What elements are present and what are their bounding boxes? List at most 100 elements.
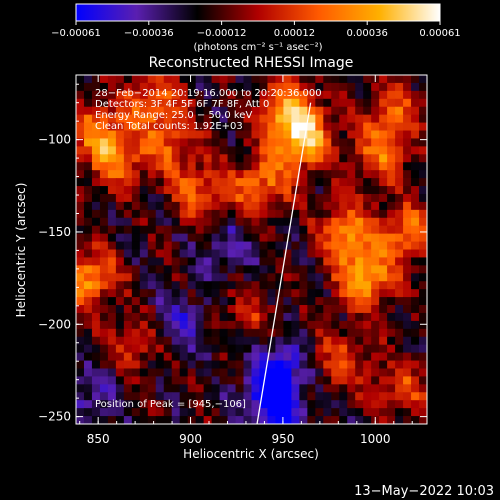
- heatmap-cell: [211, 392, 221, 401]
- heatmap-cell: [251, 146, 261, 155]
- heatmap-cell: [355, 106, 364, 116]
- heatmap-cell: [299, 162, 308, 171]
- heatmap-cell: [155, 217, 165, 227]
- heatmap-cell: [91, 90, 101, 100]
- heatmap-cell: [123, 178, 133, 187]
- heatmap-cell: [259, 281, 269, 290]
- heatmap-cell: [387, 209, 396, 219]
- heatmap-cell: [331, 98, 340, 108]
- heatmap-cell: [107, 209, 117, 219]
- heatmap-cell: [299, 82, 308, 92]
- heatmap-cell: [139, 154, 149, 163]
- heatmap-cell: [331, 82, 340, 92]
- heatmap-cell: [107, 320, 117, 330]
- heatmap-cell: [123, 305, 133, 314]
- heatmap-cell: [403, 320, 412, 330]
- heatmap-cell: [195, 241, 205, 251]
- heatmap-cell: [147, 416, 157, 424]
- heatmap-cell: [195, 201, 205, 211]
- heatmap-cell: [123, 201, 133, 211]
- heatmap-cell: [139, 114, 149, 124]
- heatmap-cell: [315, 360, 324, 370]
- heatmap-cell: [243, 106, 253, 116]
- heatmap-cell: [115, 82, 125, 92]
- heatmap-cell: [243, 408, 253, 417]
- heatmap-cell: [91, 114, 101, 124]
- heatmap-cell: [187, 352, 197, 362]
- heatmap-cell: [227, 400, 237, 409]
- heatmap-cell: [171, 154, 181, 163]
- heatmap-cell: [131, 328, 141, 338]
- heatmap-cell: [299, 376, 308, 385]
- heatmap-cell: [235, 82, 245, 92]
- heatmap-cell: [211, 273, 221, 282]
- heatmap-cell: [387, 249, 396, 259]
- heatmap-cell: [171, 384, 181, 393]
- heatmap-cell: [259, 170, 269, 179]
- heatmap-cell: [251, 82, 261, 92]
- heatmap-cell: [387, 170, 396, 179]
- heatmap-cell: [115, 305, 125, 314]
- heatmap-cell: [131, 178, 141, 187]
- heatmap-cell: [259, 130, 269, 140]
- heatmap-cell: [411, 328, 420, 338]
- heatmap-cell: [91, 392, 101, 401]
- heatmap-cell: [267, 289, 277, 298]
- heatmap-cell: [243, 186, 253, 195]
- heatmap-cell: [131, 130, 141, 140]
- heatmap-cell: [403, 416, 412, 424]
- heatmap-cell: [387, 146, 396, 155]
- heatmap-cell: [147, 344, 157, 354]
- heatmap-cell: [147, 233, 157, 243]
- heatmap-cell: [387, 130, 396, 140]
- heatmap-cell: [219, 360, 229, 370]
- heatmap-cell: [195, 328, 205, 338]
- heatmap-cell: [363, 178, 372, 187]
- heatmap-cell: [315, 82, 324, 92]
- heatmap-cell: [323, 312, 332, 322]
- heatmap-cell: [227, 249, 237, 259]
- heatmap-cell: [195, 209, 205, 219]
- heatmap-cell: [283, 305, 292, 314]
- heatmap-cell: [211, 106, 221, 116]
- heatmap-cell: [211, 281, 221, 290]
- heatmap-cell: [251, 186, 261, 195]
- heatmap-cell: [115, 106, 125, 116]
- heatmap-cell: [219, 249, 229, 259]
- heatmap-cell: [315, 384, 324, 393]
- heatmap-cell: [243, 289, 253, 298]
- heatmap-cell: [179, 360, 189, 370]
- heatmap-cell: [99, 75, 109, 84]
- heatmap-cell: [139, 249, 149, 259]
- heatmap-cell: [187, 344, 197, 354]
- heatmap-cell: [355, 201, 364, 211]
- colorbar-gradient: [75, 3, 441, 22]
- heatmap-cell: [227, 344, 237, 354]
- heatmap-cell: [163, 209, 173, 219]
- heatmap-cell: [107, 400, 117, 409]
- heatmap-cell: [179, 352, 189, 362]
- heatmap-cell: [203, 154, 213, 163]
- heatmap-cell: [179, 75, 189, 84]
- heatmap-cell: [195, 193, 205, 203]
- heatmap-cell: [331, 392, 340, 401]
- heatmap-cell: [147, 225, 157, 235]
- heatmap-cell: [235, 193, 245, 203]
- heatmap-cell: [299, 241, 308, 251]
- heatmap-cell: [387, 265, 396, 274]
- heatmap-cell: [91, 154, 101, 163]
- heatmap-cell: [323, 289, 332, 298]
- heatmap-cell: [203, 98, 213, 108]
- heatmap-cell: [235, 265, 245, 274]
- heatmap-cell: [139, 193, 149, 203]
- heatmap-cell: [91, 273, 101, 282]
- heatmap-cell: [251, 305, 261, 314]
- heatmap-cell: [235, 360, 245, 370]
- heatmap-cell: [203, 289, 213, 298]
- heatmap-cell: [411, 146, 420, 155]
- heatmap-cell: [371, 122, 380, 132]
- y-axis: −100−150−200−250: [38, 83, 427, 424]
- x-tick-label: 1000: [360, 432, 391, 446]
- heatmap-cell: [99, 249, 109, 259]
